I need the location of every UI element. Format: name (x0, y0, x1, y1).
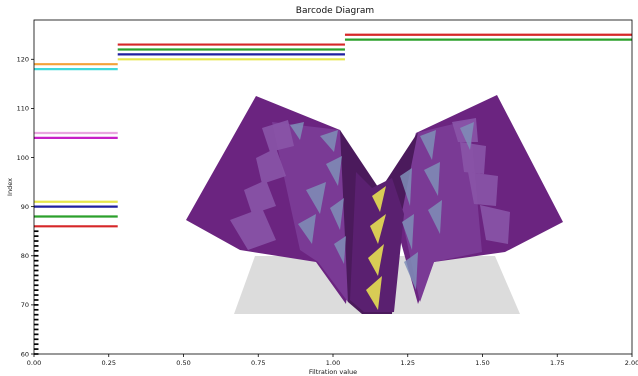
x-tick-label: 1.25 (401, 359, 415, 367)
center-core (350, 172, 404, 312)
y-axis-label: Index (6, 178, 14, 196)
yellow-facets (366, 186, 386, 310)
x-axis-label: Filtration value (309, 368, 357, 376)
y-tick-label: 110 (17, 105, 29, 113)
x-tick-label: 0.50 (176, 359, 190, 367)
x-tick-label: 1.75 (550, 359, 564, 367)
x-tick-label: 0.75 (251, 359, 265, 367)
y-tick-label: 90 (21, 203, 29, 211)
y-tick-label: 80 (21, 252, 29, 260)
y-tick-label: 60 (21, 350, 29, 358)
x-axis: 0.00 0.25 0.50 0.75 1.00 1.25 1.50 1.75 2.00 (27, 354, 638, 367)
y-tick-label: 120 (17, 56, 29, 64)
chart-title: Barcode Diagram (296, 6, 374, 16)
y-tick-label: 70 (21, 301, 29, 309)
y-axis: 60 70 80 90 100 110 120 (17, 56, 34, 358)
y-tick-label: 100 (17, 154, 29, 162)
x-tick-label: 0.00 (27, 359, 41, 367)
surface-illustration (186, 95, 563, 314)
x-tick-label: 1.50 (475, 359, 489, 367)
short-bars (34, 230, 39, 355)
x-tick-label: 2.00 (625, 359, 638, 367)
x-tick-label: 1.00 (326, 359, 340, 367)
steel-facets (290, 122, 474, 290)
barcode-bars (34, 33, 632, 228)
x-tick-label: 0.25 (102, 359, 116, 367)
